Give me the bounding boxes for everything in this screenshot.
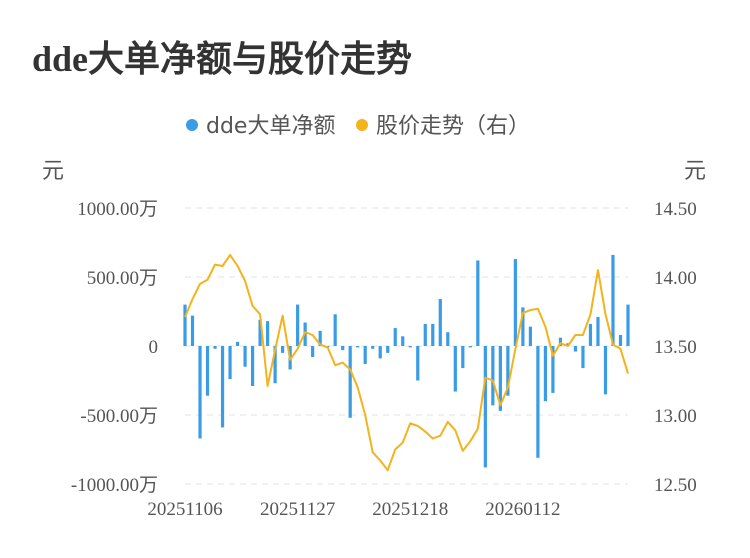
gridlines [185, 207, 628, 485]
legend-marker-0 [186, 119, 198, 131]
bar [363, 346, 367, 364]
bar [513, 259, 517, 346]
left-tick-label: 1000.00万 [77, 199, 158, 220]
bar [228, 346, 232, 380]
bar [243, 346, 247, 367]
bar [498, 346, 502, 411]
x-tick-label: 20251106 [147, 499, 222, 520]
bar [198, 346, 202, 439]
right-tick-label: 12.50 [654, 475, 697, 496]
right-tick-label: 14.00 [654, 268, 697, 289]
bar [551, 346, 555, 393]
bar [235, 341, 240, 346]
right-tick-label: 13.50 [654, 337, 697, 358]
left-axis-ticks: 1000.00万 500.00万 0 -500.00万 -1000.00万 [71, 199, 158, 496]
bar [618, 334, 623, 346]
bar [311, 346, 315, 358]
bar [581, 346, 585, 369]
bar [386, 346, 390, 353]
bar [558, 337, 563, 346]
bar [281, 346, 285, 353]
bar [603, 346, 608, 395]
bar [528, 326, 532, 346]
left-tick-label: 0 [149, 337, 159, 358]
price-line [184, 253, 629, 472]
bar [446, 332, 450, 346]
bar [213, 346, 217, 349]
legend: dde大单净额 股价走势（右） [186, 114, 530, 139]
x-tick-label: 20251127 [260, 499, 335, 520]
chart-title: dde大单净额与股价走势 [32, 39, 413, 79]
bar [468, 346, 472, 348]
bar [588, 323, 593, 346]
bar [506, 346, 510, 396]
right-axis-ticks: 14.50 14.00 13.50 13.00 12.50 [654, 199, 697, 496]
x-tick-label: 20260112 [485, 499, 560, 520]
bar [205, 346, 210, 396]
right-axis-unit: 元 [684, 159, 706, 184]
bar [476, 260, 480, 346]
bar [356, 346, 360, 348]
legend-label-0: dde大单净额 [206, 114, 335, 139]
left-axis-unit: 元 [42, 159, 64, 184]
x-axis-ticks: 20251106 20251127 20251218 20260112 [147, 499, 560, 520]
bar [250, 346, 255, 387]
bar [318, 330, 322, 346]
bar [536, 346, 540, 458]
bar [341, 346, 345, 351]
line-series [184, 253, 629, 472]
left-tick-label: -1000.00万 [71, 475, 158, 496]
bar [371, 346, 375, 349]
right-tick-label: 14.50 [654, 199, 697, 220]
bar [416, 346, 420, 381]
bar [431, 323, 435, 346]
bar [483, 346, 487, 468]
bar [626, 304, 630, 346]
left-tick-label: 500.00万 [87, 268, 158, 289]
bar [401, 336, 405, 346]
bar [220, 346, 225, 428]
bar [611, 254, 615, 346]
bar [408, 346, 412, 348]
right-tick-label: 13.00 [654, 406, 697, 427]
bar [573, 346, 578, 352]
bar [423, 323, 427, 346]
bar [378, 346, 382, 359]
bar [190, 315, 195, 346]
bar [265, 321, 270, 346]
bar [453, 346, 457, 392]
bar [393, 328, 397, 346]
bar [273, 346, 277, 384]
x-tick-label: 20251218 [372, 499, 448, 520]
bar [183, 304, 187, 346]
bar [333, 314, 337, 346]
left-tick-label: -500.00万 [80, 406, 158, 427]
axis-units: 元元 [42, 159, 706, 184]
bar [438, 299, 442, 346]
bar [521, 307, 525, 346]
bar [348, 346, 352, 418]
bar [461, 346, 465, 369]
bar [596, 317, 600, 346]
bar [296, 304, 300, 346]
legend-label-1: 股价走势（右） [376, 114, 530, 139]
bar [258, 319, 262, 346]
bar [491, 346, 495, 406]
bar [543, 346, 548, 402]
legend-marker-1 [356, 119, 368, 131]
